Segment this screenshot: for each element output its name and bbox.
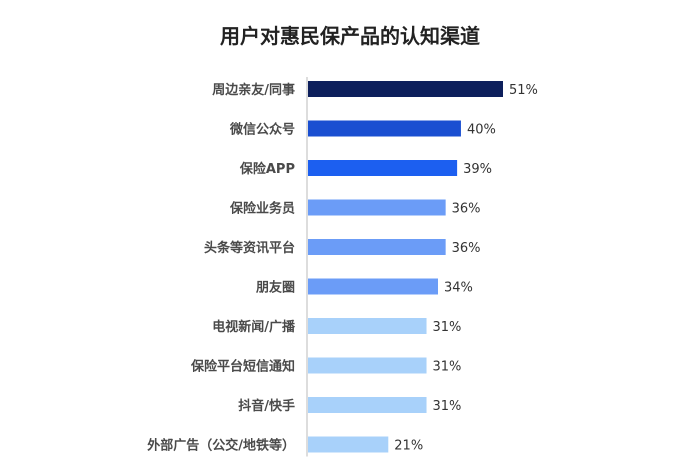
value-label: 31% xyxy=(433,399,462,414)
value-label: 39% xyxy=(463,162,492,177)
category-label: 头条等资讯平台 xyxy=(204,240,295,256)
value-label: 21% xyxy=(394,439,423,454)
category-label: 保险APP xyxy=(239,161,295,177)
bar xyxy=(308,199,446,216)
bar xyxy=(308,239,446,255)
category-label: 抖音/快手 xyxy=(238,398,295,414)
bar xyxy=(308,397,427,413)
value-label: 51% xyxy=(509,83,538,98)
value-label: 31% xyxy=(433,360,462,375)
category-label: 周边亲友/同事 xyxy=(212,82,295,98)
category-label: 朋友圈 xyxy=(255,280,295,296)
category-label: 微信公众号 xyxy=(229,122,295,138)
category-label: 外部广告（公交/地铁等） xyxy=(146,438,295,454)
value-label: 40% xyxy=(467,123,496,138)
bar xyxy=(308,436,389,453)
value-label: 36% xyxy=(452,241,481,256)
bar xyxy=(308,357,427,374)
bar xyxy=(308,120,461,137)
value-label: 36% xyxy=(452,202,481,217)
bar xyxy=(308,81,503,97)
value-label: 34% xyxy=(444,281,473,296)
category-label: 电视新闻/广播 xyxy=(212,319,296,335)
bar xyxy=(308,160,458,176)
category-label: 保险业务员 xyxy=(229,201,295,217)
category-label: 保险平台短信通知 xyxy=(190,359,295,375)
chart-title: 用户对惠民保产品的认知渠道 xyxy=(220,24,480,48)
value-label: 31% xyxy=(433,320,462,335)
bar xyxy=(308,278,438,295)
bar xyxy=(308,318,427,334)
